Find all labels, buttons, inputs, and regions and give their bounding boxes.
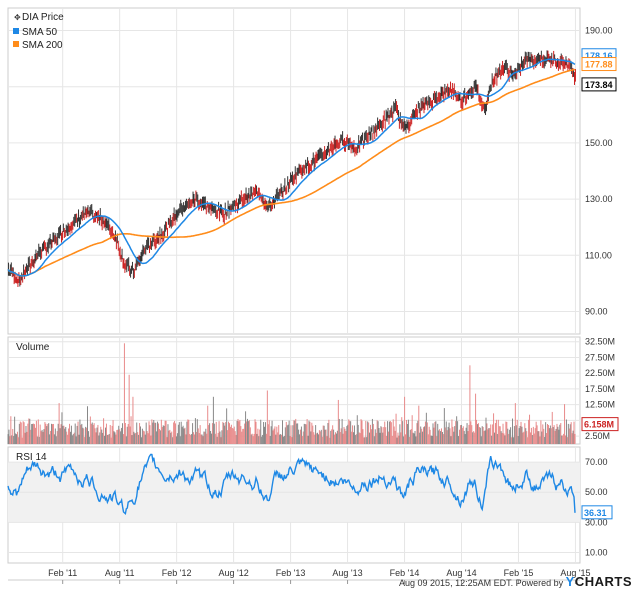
last-value-tag: 6.158M (581, 417, 619, 432)
y-tick-label: 70.00 (585, 457, 608, 467)
price-panel (7, 7, 581, 335)
footer: Aug 09 2015, 12:25AM EDT. Powered by YCH… (399, 574, 632, 589)
ycharts-logo-y: Y (565, 574, 575, 589)
legend-sma50-label: SMA 50 (22, 27, 57, 38)
y-tick-label: 90.00 (585, 307, 608, 317)
x-tick-label: Aug '12 (218, 568, 248, 578)
y-tick-label: 2.50M (585, 431, 610, 441)
y-tick-label: 110.00 (585, 250, 612, 260)
y-tick-label: 32.50M (585, 337, 615, 347)
y-tick-label: 190.00 (585, 25, 613, 35)
y-tick-label: 17.50M (585, 384, 615, 394)
last-value-tag: 36.31 (581, 505, 613, 520)
legend-sma200-label: SMA 200 (22, 40, 63, 51)
legend: ✥ DIA Price SMA 50 SMA 200 (13, 12, 64, 51)
x-tick-label: Aug '14 (446, 568, 476, 578)
footer-powered-by: Powered by (515, 578, 564, 588)
last-value-tag-label: 6.158M (584, 420, 614, 430)
sma200-line (7, 68, 576, 277)
x-tick-label: Feb '13 (276, 568, 306, 578)
ycharts-logo-text: CHARTS (574, 574, 632, 589)
last-value-tag-box (581, 77, 617, 92)
last-value-tag-box (581, 417, 619, 432)
y-tick-label: 27.50M (585, 352, 615, 362)
rsi-line (7, 453, 576, 516)
last-value-tag-box (581, 57, 617, 72)
sma50-line (7, 58, 576, 277)
last-value-tag-label: 36.31 (584, 508, 607, 518)
x-tick-label: Aug '11 (105, 568, 135, 578)
y-tick-label: 22.50M (585, 368, 615, 378)
last-value-tag-label: 177.88 (585, 60, 613, 70)
crosshair-icon: ✥ (14, 13, 21, 22)
x-tick-label: Feb '15 (504, 568, 534, 578)
legend-sma200-swatch (13, 41, 19, 47)
y-tick-label: 10.00 (585, 547, 608, 557)
x-tick-label: Feb '14 (390, 568, 420, 578)
last-value-tag-label: 178.16 (585, 51, 613, 61)
x-tick-label: Feb '12 (162, 568, 192, 578)
x-tick-label: Aug '15 (560, 568, 590, 578)
ycharts-logo[interactable]: YCHARTS (566, 574, 632, 589)
rsi-title: RSI 14 (16, 452, 47, 463)
y-tick-label: 150.00 (585, 138, 613, 148)
volume-series (7, 343, 576, 444)
x-tick-label: Feb '11 (48, 568, 77, 578)
legend-sma50-swatch (13, 28, 19, 34)
y-tick-label: 50.00 (585, 487, 608, 497)
y-tick-label: 130.00 (585, 194, 613, 204)
last-value-tag: 177.88 (581, 57, 617, 72)
volume-title: Volume (16, 342, 50, 353)
last-value-tag: 173.84 (581, 77, 617, 92)
y-tick-label: 30.00 (585, 517, 608, 527)
last-value-tag-box (581, 505, 613, 520)
legend-price-label: DIA Price (22, 12, 64, 23)
y-tick-label: 12.50M (585, 400, 615, 410)
footer-timestamp: Aug 09 2015, 12:25AM EDT. (399, 578, 514, 588)
x-tick-label: Aug '13 (332, 568, 362, 578)
last-value-tag-label: 173.84 (585, 80, 613, 90)
